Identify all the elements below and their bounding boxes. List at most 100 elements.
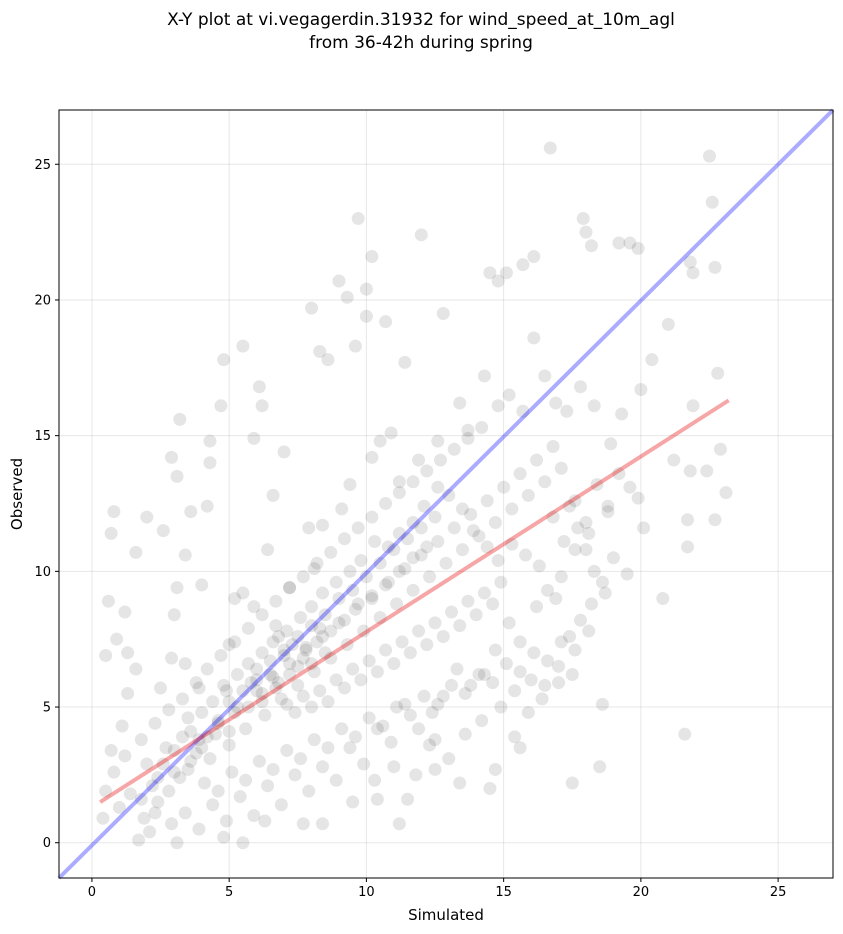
scatter-point [310, 635, 324, 649]
scatter-point [527, 250, 541, 264]
scatter-point [230, 667, 244, 681]
scatter-point [516, 258, 530, 272]
scatter-point [420, 464, 434, 478]
scatter-point [563, 629, 577, 643]
scatter-point [118, 749, 132, 763]
scatter-point [110, 632, 124, 646]
scatter-point [134, 733, 148, 747]
scatter-point [192, 822, 206, 836]
x-tick-label: 10 [358, 885, 375, 900]
scatter-point [310, 556, 324, 570]
scatter-point [167, 743, 181, 757]
scatter-point [365, 589, 379, 603]
scatter-point [620, 567, 634, 581]
scatter-point [178, 657, 192, 671]
scatter-point [480, 494, 494, 508]
scatter-point [203, 456, 217, 470]
scatter-point [403, 646, 417, 660]
scatter-point [549, 591, 563, 605]
scatter-point [244, 676, 258, 690]
scatter-point [101, 594, 115, 608]
scatter-point [576, 212, 590, 226]
scatter-point [329, 773, 343, 787]
scatter-point [519, 548, 533, 562]
scatter-point [266, 762, 280, 776]
scatter-point [219, 814, 233, 828]
scatter-point [505, 502, 519, 516]
scatter-point [294, 610, 308, 624]
scatter-point [571, 521, 585, 535]
scatter-point [121, 646, 135, 660]
scatter-point [392, 526, 406, 540]
scatter-point [247, 809, 261, 823]
y-tick-label: 25 [34, 158, 51, 173]
scatter-point [340, 290, 354, 304]
scatter-point [513, 665, 527, 679]
scatter-point [593, 760, 607, 774]
scatter-point [351, 597, 365, 611]
scatter-point [348, 339, 362, 353]
scatter-point [335, 722, 349, 736]
y-tick-label: 15 [34, 429, 51, 444]
scatter-point [368, 534, 382, 548]
scatter-point [305, 600, 319, 614]
scatter-point [601, 499, 615, 513]
scatter-point [475, 714, 489, 728]
scatter-point [488, 643, 502, 657]
scatter-point [296, 689, 310, 703]
scatter-point [414, 548, 428, 562]
scatter-point [217, 353, 231, 367]
grid-lines [59, 110, 833, 878]
scatter-point [291, 659, 305, 673]
scatter-point [705, 195, 719, 209]
scatter-point [255, 608, 269, 622]
scatter-point [346, 583, 360, 597]
scatter-point [406, 551, 420, 565]
scatter-point [700, 464, 714, 478]
scatter-point [497, 480, 511, 494]
scatter-point [623, 236, 637, 250]
scatter-point [197, 776, 211, 790]
scatter-point [222, 638, 236, 652]
scatter-point [313, 684, 327, 698]
scatter-point [165, 450, 179, 464]
scatter-point [587, 564, 601, 578]
scatter-point [521, 488, 535, 502]
scatter-point [137, 811, 151, 825]
scatter-point [381, 540, 395, 554]
scatter-point [612, 467, 626, 481]
scatter-point [579, 225, 593, 239]
scatter-point [236, 586, 250, 600]
scatter-point [222, 695, 236, 709]
scatter-point [554, 461, 568, 475]
scatter-point [148, 806, 162, 820]
scatter-point [151, 795, 165, 809]
scatter-point [708, 260, 722, 274]
scatter-point [491, 274, 505, 288]
scatter-point [431, 534, 445, 548]
scatter-point [373, 434, 387, 448]
scatter-point [530, 453, 544, 467]
scatter-point [368, 773, 382, 787]
scatter-point [315, 817, 329, 831]
scatter-point [527, 646, 541, 660]
scatter-point [283, 581, 297, 595]
scatter-point [552, 676, 566, 690]
scatter-point [678, 727, 692, 741]
scatter-point [370, 792, 384, 806]
scatter-point [508, 730, 522, 744]
x-tick-label: 15 [495, 885, 512, 900]
scatter-point [189, 746, 203, 760]
scatter-point [702, 149, 716, 163]
scatter-point [134, 792, 148, 806]
scatter-point [483, 781, 497, 795]
scatter-point [324, 545, 338, 559]
scatter-point [288, 705, 302, 719]
scatter-point [236, 684, 250, 698]
scatter-point [461, 594, 475, 608]
scatter-point [508, 684, 522, 698]
scatter-point [337, 681, 351, 695]
scatter-point [236, 339, 250, 353]
scatter-point [214, 648, 228, 662]
